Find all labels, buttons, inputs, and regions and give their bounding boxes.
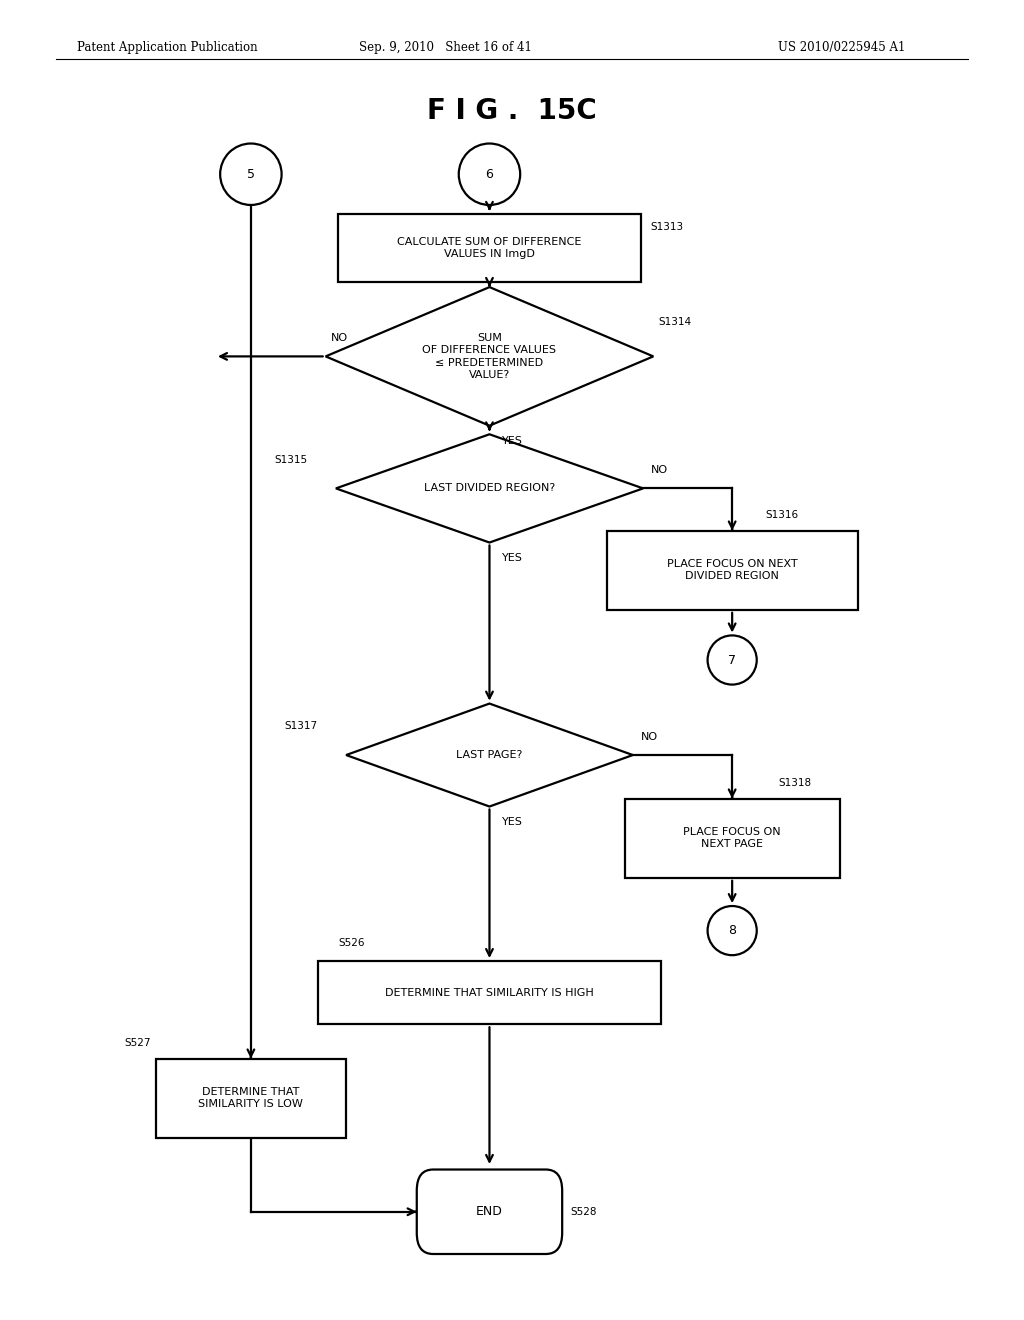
- Text: US 2010/0225945 A1: US 2010/0225945 A1: [778, 41, 905, 54]
- Ellipse shape: [459, 144, 520, 205]
- Text: S1315: S1315: [274, 454, 307, 465]
- FancyBboxPatch shape: [417, 1170, 562, 1254]
- Text: PLACE FOCUS ON NEXT
DIVIDED REGION: PLACE FOCUS ON NEXT DIVIDED REGION: [667, 560, 798, 581]
- Text: SUM
OF DIFFERENCE VALUES
≤ PREDETERMINED
VALUE?: SUM OF DIFFERENCE VALUES ≤ PREDETERMINED…: [423, 333, 556, 380]
- Text: 5: 5: [247, 168, 255, 181]
- Ellipse shape: [708, 635, 757, 685]
- FancyBboxPatch shape: [317, 961, 662, 1024]
- Text: F I G .  15C: F I G . 15C: [427, 96, 597, 125]
- Ellipse shape: [708, 906, 757, 956]
- Text: END: END: [476, 1205, 503, 1218]
- Text: S1316: S1316: [765, 510, 799, 520]
- Text: S528: S528: [570, 1206, 597, 1217]
- Text: LAST PAGE?: LAST PAGE?: [457, 750, 522, 760]
- Text: NO: NO: [651, 465, 669, 475]
- Text: S1318: S1318: [778, 777, 811, 788]
- Text: CALCULATE SUM OF DIFFERENCE
VALUES IN ImgD: CALCULATE SUM OF DIFFERENCE VALUES IN Im…: [397, 238, 582, 259]
- Text: YES: YES: [502, 553, 522, 564]
- Ellipse shape: [220, 144, 282, 205]
- Text: Patent Application Publication: Patent Application Publication: [77, 41, 257, 54]
- Text: Sep. 9, 2010   Sheet 16 of 41: Sep. 9, 2010 Sheet 16 of 41: [359, 41, 531, 54]
- Text: S527: S527: [125, 1038, 152, 1048]
- Text: NO: NO: [331, 333, 348, 343]
- Text: 7: 7: [728, 653, 736, 667]
- Polygon shape: [336, 434, 643, 543]
- Polygon shape: [326, 288, 653, 425]
- Text: S1313: S1313: [651, 222, 684, 232]
- Text: DETERMINE THAT SIMILARITY IS HIGH: DETERMINE THAT SIMILARITY IS HIGH: [385, 987, 594, 998]
- FancyBboxPatch shape: [625, 799, 840, 878]
- Text: S1314: S1314: [658, 317, 691, 327]
- Text: YES: YES: [502, 436, 522, 446]
- FancyBboxPatch shape: [606, 531, 858, 610]
- Text: LAST DIVIDED REGION?: LAST DIVIDED REGION?: [424, 483, 555, 494]
- Text: DETERMINE THAT
SIMILARITY IS LOW: DETERMINE THAT SIMILARITY IS LOW: [199, 1088, 303, 1109]
- Text: YES: YES: [502, 817, 522, 828]
- Text: PLACE FOCUS ON
NEXT PAGE: PLACE FOCUS ON NEXT PAGE: [683, 828, 781, 849]
- Text: 8: 8: [728, 924, 736, 937]
- Text: 6: 6: [485, 168, 494, 181]
- Text: NO: NO: [641, 731, 658, 742]
- Polygon shape: [346, 704, 633, 807]
- Text: S1317: S1317: [285, 721, 317, 731]
- Text: S526: S526: [338, 937, 365, 948]
- FancyBboxPatch shape: [338, 214, 641, 282]
- FancyBboxPatch shape: [156, 1059, 346, 1138]
